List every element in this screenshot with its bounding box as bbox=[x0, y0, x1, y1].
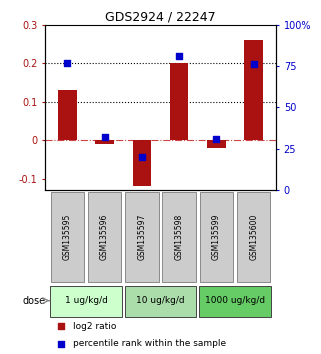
FancyBboxPatch shape bbox=[162, 192, 196, 282]
FancyBboxPatch shape bbox=[88, 192, 121, 282]
FancyBboxPatch shape bbox=[237, 192, 271, 282]
Text: percentile rank within the sample: percentile rank within the sample bbox=[73, 339, 226, 348]
Title: GDS2924 / 22247: GDS2924 / 22247 bbox=[105, 11, 216, 24]
FancyBboxPatch shape bbox=[50, 286, 122, 316]
Bar bbox=[244, 40, 263, 140]
Bar bbox=[133, 140, 151, 186]
Text: 1 ug/kg/d: 1 ug/kg/d bbox=[65, 296, 108, 305]
Text: GSM135595: GSM135595 bbox=[63, 213, 72, 260]
Point bbox=[251, 62, 256, 67]
Text: GSM135597: GSM135597 bbox=[137, 213, 146, 260]
Point bbox=[58, 324, 64, 329]
Bar bbox=[58, 90, 77, 140]
FancyBboxPatch shape bbox=[125, 286, 196, 316]
Text: 1000 ug/kg/d: 1000 ug/kg/d bbox=[205, 296, 265, 305]
Point bbox=[139, 154, 144, 160]
Point bbox=[214, 136, 219, 142]
FancyBboxPatch shape bbox=[199, 286, 271, 316]
Bar bbox=[170, 63, 188, 140]
Text: dose: dose bbox=[23, 296, 46, 306]
Point bbox=[58, 341, 64, 347]
FancyBboxPatch shape bbox=[125, 192, 159, 282]
Text: GSM135596: GSM135596 bbox=[100, 213, 109, 260]
Text: GSM135600: GSM135600 bbox=[249, 213, 258, 260]
Bar bbox=[207, 140, 226, 148]
Text: GSM135599: GSM135599 bbox=[212, 213, 221, 260]
Text: GSM135598: GSM135598 bbox=[175, 213, 184, 260]
FancyBboxPatch shape bbox=[50, 192, 84, 282]
Point bbox=[102, 135, 107, 140]
Point bbox=[65, 60, 70, 65]
Text: log2 ratio: log2 ratio bbox=[73, 322, 116, 331]
Text: 10 ug/kg/d: 10 ug/kg/d bbox=[136, 296, 185, 305]
Bar bbox=[95, 140, 114, 144]
Point bbox=[177, 53, 182, 59]
FancyBboxPatch shape bbox=[200, 192, 233, 282]
